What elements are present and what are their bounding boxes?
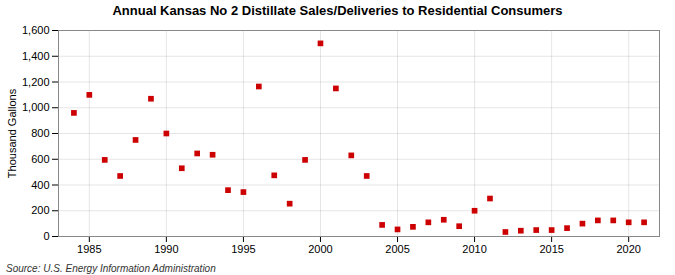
svg-text:2020: 2020 (616, 243, 640, 255)
html-text:Source: U.S. Energy Informatio: Source: U.S. Energy Information Administ… (6, 263, 216, 274)
svg-text:800: 800 (31, 127, 49, 139)
svg-text:2015: 2015 (539, 243, 563, 255)
svg-text:0: 0 (43, 230, 49, 242)
svg-text:Thousand Gallons: Thousand Gallons (6, 88, 18, 178)
svg-text:1995: 1995 (231, 243, 255, 255)
html-text:Annual Kansas No 2 Distillate: Annual Kansas No 2 Distillate Sales/Deli… (112, 3, 563, 18)
svg-text:1985: 1985 (77, 243, 101, 255)
svg-text:200: 200 (31, 204, 49, 216)
svg-text:1990: 1990 (154, 243, 178, 255)
svg-text:1,400: 1,400 (22, 50, 50, 62)
svg-text:1,000: 1,000 (22, 101, 50, 113)
svg-text:600: 600 (31, 153, 49, 165)
svg-text:2010: 2010 (462, 243, 486, 255)
svg-text:1,600: 1,600 (22, 24, 50, 36)
svg-text:1,200: 1,200 (22, 76, 50, 88)
svg-text:2000: 2000 (308, 243, 332, 255)
svg-text:400: 400 (31, 179, 49, 191)
svg-text:2005: 2005 (385, 243, 409, 255)
